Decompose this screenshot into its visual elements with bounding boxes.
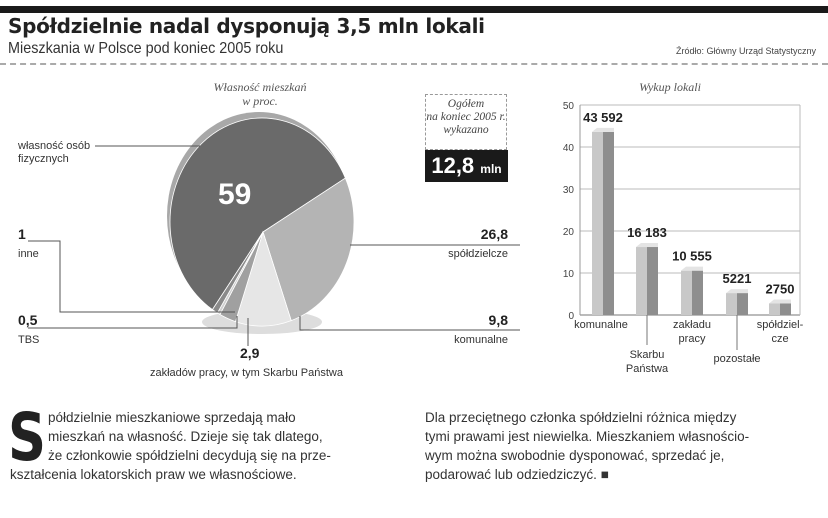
total-line2: na koniec 2005 r. [426, 111, 506, 123]
bar-side [780, 303, 791, 315]
para-line: Dla przeciętnego członka spółdzielni róż… [425, 410, 737, 425]
bar-title: Wykup lokali [639, 80, 701, 94]
value-59: 59 [218, 178, 252, 211]
pie-title: Własność mieszkań w proc. [190, 80, 330, 108]
total-caption: Ogółem na koniec 2005 r. wykazano [425, 94, 507, 150]
total-number: 12,8 [431, 153, 475, 178]
total-line1: Ogółem [447, 98, 485, 110]
bar-front [681, 270, 692, 315]
bar-side [647, 247, 658, 315]
bar-front [769, 303, 780, 315]
article-left: półdzielnie mieszkaniowe sprzedają mało … [10, 408, 410, 484]
bar-side [603, 131, 614, 315]
bar-side [692, 270, 703, 315]
value-tbs: 0,5 [18, 312, 38, 328]
x-category-label: spółdziel- [757, 319, 804, 331]
bar-value-label: 10 555 [672, 249, 712, 264]
bar-value-label: 16 183 [627, 225, 667, 240]
page-title: Spółdzielnie nadal dysponują 3,5 mln lok… [8, 14, 485, 38]
y-tick-label: 40 [563, 143, 575, 154]
para-line: podarować lub odziedziczyć. ■ [425, 467, 609, 482]
y-tick-label: 0 [568, 311, 574, 322]
bar-value-label: 5221 [723, 271, 752, 286]
label-spoldzielcze: spółdzielcze [448, 248, 508, 260]
value-komunalne: 9,8 [488, 312, 508, 328]
x-category-label: Skarbu [630, 349, 665, 361]
subtitle: Mieszkania w Polsce pod koniec 2005 roku [8, 40, 284, 57]
bar-top [769, 299, 791, 304]
x-category-label: pracy [679, 333, 706, 345]
value-spoldzielcze: 26,8 [480, 226, 508, 242]
source-note: Źródło: Główny Urząd Statystyczny [675, 46, 816, 56]
leader-line [28, 240, 235, 313]
label-komunalne: komunalne [454, 334, 508, 346]
y-tick-label: 30 [563, 185, 575, 196]
x-category-label: zakładu [673, 319, 711, 331]
x-category-label: cze [771, 333, 788, 345]
bar-top [726, 289, 748, 294]
y-tick-label: 50 [563, 101, 575, 112]
pie-slice [262, 177, 355, 322]
label-inne: inne [18, 248, 39, 260]
pie-title-text: Własność mieszkań [213, 80, 307, 94]
value-inne: 1 [18, 226, 26, 242]
pie-subtitle: w proc. [242, 94, 278, 108]
y-tick-label: 20 [563, 227, 575, 238]
divider [0, 63, 828, 65]
para-line: tymi prawami jest niewielka. Mieszkaniem… [425, 429, 750, 444]
value-zaklady: 2,9 [240, 345, 260, 361]
total-unit: mln [480, 162, 502, 176]
bar-top [636, 243, 658, 248]
label-zaklady: zakładów pracy, w tym Skarbu Państwa [150, 367, 343, 379]
drop-cap: S [8, 399, 47, 476]
label-tbs: TBS [18, 334, 40, 346]
bar-front [726, 293, 737, 315]
total-line3: wykazano [443, 124, 489, 136]
x-category-label: pozostałe [713, 353, 760, 365]
bar-value-label: 43 592 [583, 110, 623, 125]
para-line: kształcenia lokatorskich praw we własnoś… [10, 467, 297, 482]
para-line: półdzielnie mieszkaniowe sprzedają mało [48, 410, 296, 425]
pie-slice [211, 231, 264, 314]
para-line: mieszkań na własność. Dzieje się tak dla… [48, 429, 323, 444]
top-rule [0, 6, 828, 13]
bar-front [636, 247, 647, 315]
label-wlasnosc: własność osób fizycznych [18, 140, 91, 165]
total-value: 12,8 mln [425, 150, 508, 182]
bar-value-label: 2750 [766, 281, 795, 296]
bar-top [592, 127, 614, 132]
bar-top [681, 266, 703, 271]
bar-side [737, 293, 748, 315]
x-category-label: Państwa [626, 363, 669, 375]
x-category-label: komunalne [574, 319, 628, 331]
article-right: Dla przeciętnego członka spółdzielni róż… [425, 408, 825, 484]
pie-slice [169, 117, 346, 311]
y-tick-label: 10 [563, 269, 575, 280]
bar-front [592, 131, 603, 315]
leader-line [299, 316, 520, 331]
para-line: że członkowie spółdzielni decydują się n… [48, 448, 331, 463]
leader-line [28, 316, 238, 329]
para-line: wym można swobodnie dysponować, sprzedać… [425, 448, 725, 463]
